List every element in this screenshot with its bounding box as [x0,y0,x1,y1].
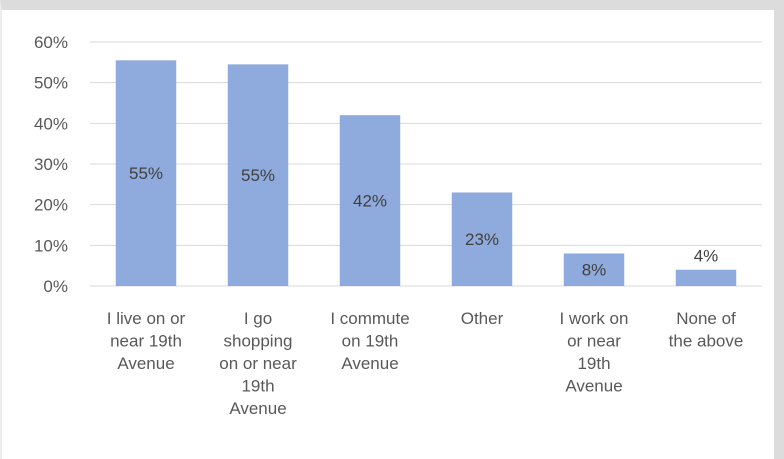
category-label: None of the above [669,309,744,351]
data-label: 42% [353,192,387,211]
gridlines [90,41,762,287]
category-label-line: Avenue [341,354,398,373]
category-label-line: or near [567,332,621,351]
category-label-line: I commute [330,309,409,328]
data-label: 55% [241,166,275,185]
data-label: 4% [694,247,719,266]
category-label-line: Other [461,309,504,328]
bar [563,253,625,286]
data-label: 8% [582,261,607,280]
x-axis-category-labels: I live on or near 19th Avenue I go shopping o… [107,309,744,418]
category-label-line: Avenue [565,377,622,396]
category-label-line: on or near [219,354,297,373]
bars [115,60,737,286]
category-label: Other [461,309,504,328]
category-label-line: I go [244,309,272,328]
category-label: I go shopping on or near 19th Avenue [219,309,297,418]
category-label-line: 19th [241,377,274,396]
y-axis-tick-labels: 0% 10% 20% 30% 40% 50% 60% [34,33,68,296]
category-label: I work on or near 19th Avenue [560,309,629,396]
category-label-line: None of [676,309,736,328]
y-tick-label: 30% [34,155,68,174]
category-label-line: Avenue [229,399,286,418]
data-label: 23% [465,230,499,249]
bar [115,60,177,286]
category-label: I commute on 19th Avenue [330,309,409,373]
bar [451,192,513,286]
category-label-line: near 19th [110,332,182,351]
category-label-line: I live on or [107,309,186,328]
y-tick-label: 50% [34,74,68,93]
data-label: 55% [129,164,163,183]
y-tick-label: 20% [34,196,68,215]
y-tick-label: 60% [34,33,68,52]
bar [227,64,289,286]
bar [339,115,401,286]
category-label-line: 19th [577,354,610,373]
category-label-line: the above [669,332,744,351]
data-labels: 55% 55% 42% 23% 8% 4% [129,164,718,280]
bar [675,269,737,286]
y-tick-label: 0% [43,277,68,296]
category-label-line: on 19th [342,332,399,351]
category-label-line: I work on [560,309,629,328]
category-label: I live on or near 19th Avenue [107,309,186,373]
category-label-line: shopping [223,332,292,351]
category-label-line: Avenue [117,354,174,373]
y-tick-label: 40% [34,114,68,133]
y-tick-label: 10% [34,236,68,255]
